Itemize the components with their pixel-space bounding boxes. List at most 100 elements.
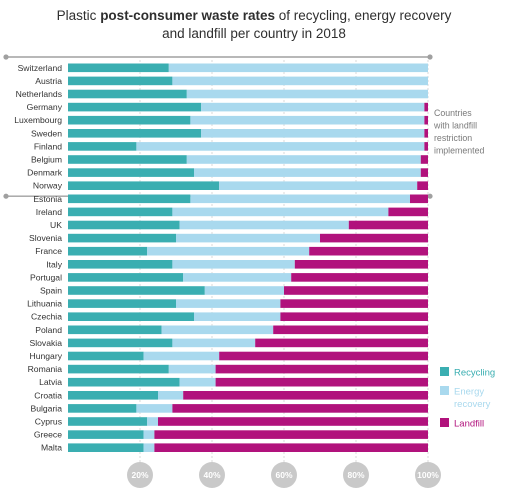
country-label-ireland: Ireland	[36, 207, 62, 217]
tick-bubble-40%	[199, 462, 225, 488]
group-note: Countries with landfill restriction impleme…	[433, 108, 484, 156]
bar-recycling-bulgaria	[68, 404, 137, 413]
bar-landfill-malta	[154, 443, 428, 452]
country-label-luxembourg: Luxembourg	[14, 115, 62, 125]
country-label-uk: UK	[50, 220, 62, 230]
bar-recycling-luxembourg	[68, 115, 191, 125]
group-note-line: restriction	[434, 133, 472, 143]
bar-landfill-estonia	[410, 194, 428, 204]
bar-landfill-ireland	[388, 207, 428, 217]
bar-landfill-portugal	[291, 273, 428, 282]
bar-landfill-hungary	[219, 351, 428, 361]
bar-energy-recovery-greece	[143, 430, 155, 439]
bar-energy-recovery-norway	[219, 181, 418, 190]
country-label-bulgaria: Bulgaria	[30, 403, 62, 413]
tick-label-100%: 100%	[417, 470, 439, 480]
bar-landfill-belgium	[420, 155, 428, 164]
chart-title-bold: post-consumer waste rates	[100, 8, 275, 23]
separator-dot-right-0	[427, 54, 433, 60]
country-label-spain: Spain	[40, 286, 62, 296]
tick-label-80%: 80%	[347, 470, 364, 480]
bar-energy-recovery-cyprus	[147, 417, 158, 426]
bar-landfill-greece	[154, 430, 428, 439]
tick-label-20%: 20%	[131, 470, 148, 480]
bar-energy-recovery-austria	[172, 76, 428, 86]
country-label-latvia: Latvia	[39, 377, 62, 387]
separator-dot-left-1	[3, 193, 9, 199]
bar-energy-recovery-estonia	[190, 194, 410, 204]
bar-recycling-greece	[68, 430, 144, 439]
bar-recycling-portugal	[68, 273, 184, 282]
country-label-sweden: Sweden	[31, 128, 62, 138]
separator-dot-left-0	[3, 54, 9, 60]
bars	[68, 63, 429, 452]
bar-landfill-croatia	[183, 391, 428, 400]
group-note-line: with landfill	[433, 121, 477, 131]
bar-landfill-uk	[348, 220, 428, 230]
bar-recycling-finland	[68, 142, 137, 151]
bar-landfill-sweden	[424, 129, 428, 138]
bar-energy-recovery-spain	[204, 286, 284, 295]
bar-recycling-czechia	[68, 312, 194, 321]
bar-landfill-poland	[273, 325, 428, 335]
chart-title-suffix: of recycling, energy recovery	[275, 8, 452, 23]
bar-energy-recovery-denmark	[194, 168, 421, 177]
country-label-netherlands: Netherlands	[16, 89, 62, 99]
bar-energy-recovery-latvia	[179, 377, 216, 387]
country-label-slovakia: Slovakia	[30, 338, 63, 348]
bar-recycling-netherlands	[68, 89, 187, 99]
bar-recycling-cyprus	[68, 417, 148, 426]
bar-energy-recovery-portugal	[183, 273, 292, 282]
bar-recycling-estonia	[68, 194, 191, 204]
country-label-croatia: Croatia	[34, 390, 62, 400]
bar-recycling-denmark	[68, 168, 194, 177]
country-label-italy: Italy	[46, 259, 62, 269]
bar-landfill-czechia	[280, 312, 428, 321]
bar-recycling-ireland	[68, 207, 173, 217]
country-label-belgium: Belgium	[31, 155, 62, 165]
country-label-slovenia: Slovenia	[29, 233, 62, 243]
bar-energy-recovery-slovenia	[176, 233, 320, 243]
tick-bubble-80%	[343, 462, 369, 488]
bar-landfill-norway	[417, 181, 428, 190]
bar-recycling-france	[68, 246, 148, 256]
bar-energy-recovery-croatia	[158, 391, 184, 400]
country-label-germany: Germany	[27, 102, 63, 112]
country-label-switzerland: Switzerland	[18, 63, 63, 73]
country-label-lithuania: Lithuania	[27, 299, 62, 309]
country-label-denmark: Denmark	[27, 168, 63, 178]
bar-landfill-germany	[424, 102, 428, 112]
bar-energy-recovery-lithuania	[176, 299, 281, 308]
legend: Recycling Energy recovery Landfill	[440, 367, 495, 430]
bar-energy-recovery-luxembourg	[190, 115, 425, 125]
bar-recycling-malta	[68, 443, 144, 452]
bar-energy-recovery-uk	[179, 220, 349, 230]
bar-landfill-romania	[215, 364, 428, 374]
bar-energy-recovery-france	[147, 246, 310, 256]
bar-landfill-latvia	[215, 377, 428, 387]
country-label-czechia: Czechia	[31, 312, 62, 322]
bar-energy-recovery-germany	[201, 102, 425, 112]
bar-recycling-poland	[68, 325, 162, 335]
legend-label-landfill: Landfill	[454, 419, 484, 430]
bar-recycling-uk	[68, 220, 180, 230]
bar-recycling-norway	[68, 181, 220, 190]
bar-recycling-germany	[68, 102, 202, 112]
bar-landfill-france	[309, 246, 428, 256]
chart-title-line2: and landfill per country in 2018	[162, 26, 346, 41]
country-label-poland: Poland	[35, 325, 62, 335]
group-note-line: implemented	[434, 146, 484, 156]
bar-energy-recovery-netherlands	[186, 89, 428, 99]
bar-recycling-slovenia	[68, 233, 176, 243]
bar-landfill-finland	[424, 142, 428, 151]
bar-recycling-croatia	[68, 391, 158, 400]
bar-energy-recovery-sweden	[201, 129, 425, 138]
tick-label-60%: 60%	[275, 470, 292, 480]
tick-bubble-100%	[415, 462, 441, 488]
tick-bubble-60%	[271, 462, 297, 488]
bar-landfill-luxembourg	[424, 115, 428, 125]
bar-energy-recovery-slovakia	[172, 338, 256, 348]
country-label-portugal: Portugal	[30, 272, 62, 282]
country-label-cyprus: Cyprus	[35, 417, 62, 427]
